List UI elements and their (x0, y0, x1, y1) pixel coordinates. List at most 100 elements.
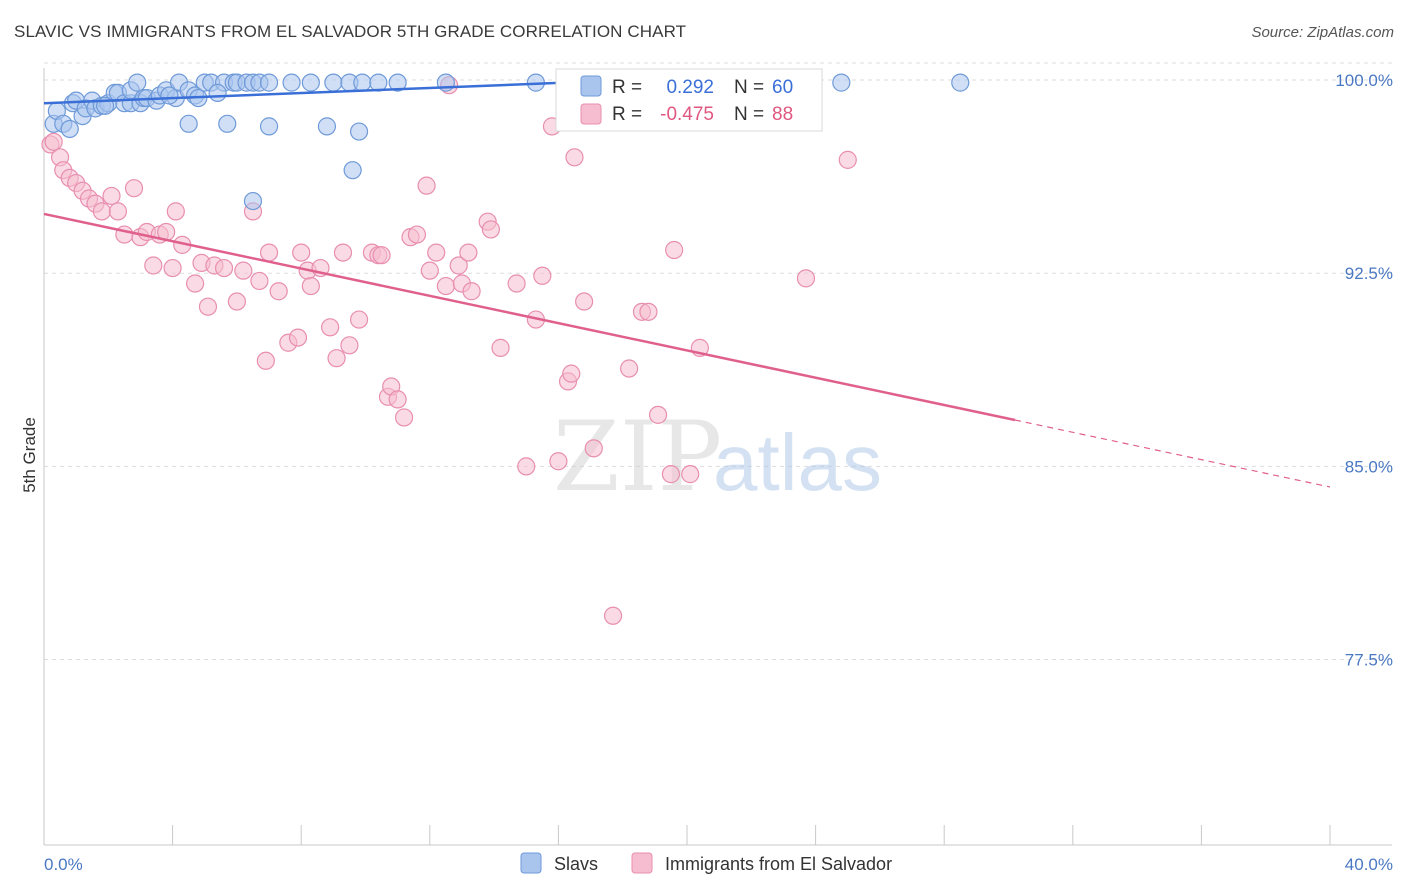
salvador-trend-line (43, 212, 1016, 422)
salvador-trend-line-extension (1014, 419, 1331, 488)
salvador-point-42 (333, 243, 353, 262)
slavs-point-53 (349, 122, 369, 141)
slavs-point-38 (301, 73, 320, 92)
blue-points (44, 73, 970, 211)
salvador-point-83 (681, 465, 700, 484)
slavs-point-58 (160, 86, 179, 105)
salvador-point-40 (321, 318, 340, 337)
bottom-legend-swatch-slavs (520, 852, 542, 874)
salvador-point-51 (394, 408, 414, 427)
trend-lines (43, 81, 1331, 488)
slavs-point-51 (259, 117, 279, 136)
salvador-point-72 (562, 364, 581, 383)
salvador-point-38 (301, 276, 320, 296)
y-tick-labels: 100.0% 92.5% 85.0% 77.5% (1335, 71, 1393, 670)
bottom-legend-label-salvador: Immigrants from El Salvador (665, 854, 892, 874)
legend-swatch-pink (580, 103, 602, 125)
salvador-point-81 (661, 465, 681, 484)
salvador-point-75 (584, 439, 603, 458)
slavs-point-48 (951, 73, 970, 92)
legend-r-label-1: R = (612, 77, 642, 98)
salvador-point-28 (234, 261, 253, 280)
pink-points (41, 76, 857, 625)
legend-box: R = 0.292 N = 60 R = -0.475 N = 88 (555, 68, 823, 132)
slavs-trend-line (43, 81, 565, 105)
salvador-point-33 (269, 282, 288, 301)
bottom-legend-label-slavs: Slavs (554, 854, 598, 874)
legend-r-label-2: R = (612, 104, 642, 125)
slavs-point-39 (324, 73, 343, 92)
salvador-point-70 (549, 452, 568, 471)
watermark-atlas: atlas (713, 418, 882, 507)
salvador-point-74 (575, 292, 594, 311)
salvador-point-50 (388, 390, 407, 409)
legend-n-value-1: 60 (772, 77, 793, 98)
slavs-point-50 (218, 114, 237, 133)
salvador-point-54 (417, 176, 436, 195)
salvador-point-66 (517, 457, 536, 476)
salvador-point-64 (491, 338, 510, 357)
slavs-point-41 (353, 73, 372, 92)
legend-n-label-2: N = (734, 104, 764, 125)
salvador-point-22 (186, 274, 205, 293)
salvador-point-53 (407, 225, 427, 244)
salvador-point-1 (44, 132, 63, 151)
slavs-point-54 (343, 161, 362, 180)
x-tick-label-0: 0.0% (44, 855, 83, 874)
x-tick-labels: 0.0% 40.0% (44, 855, 1393, 874)
gridlines (44, 62, 1392, 661)
salvador-point-80 (648, 405, 668, 424)
y-tick-label-3: 77.5% (1345, 651, 1393, 670)
salvador-point-68 (533, 266, 552, 285)
salvador-point-27 (227, 292, 246, 311)
watermark: ZIP atlas (553, 401, 882, 513)
salvador-point-36 (292, 243, 311, 262)
slavs-point-56 (128, 73, 147, 92)
salvador-point-9 (92, 202, 111, 221)
slavs-point-47 (832, 73, 851, 92)
chart-source: Source: ZipAtlas.com (1251, 24, 1394, 41)
salvador-point-32 (259, 243, 279, 262)
salvador-point-23 (198, 297, 218, 316)
salvador-point-86 (838, 150, 857, 169)
salvador-point-63 (481, 220, 500, 239)
legend-r-value-2: -0.475 (660, 104, 714, 125)
slavs-point-3 (60, 119, 79, 139)
legend-n-label-1: N = (734, 77, 764, 98)
slavs-point-37 (282, 73, 301, 92)
slavs-point-36 (259, 73, 279, 92)
salvador-point-35 (288, 328, 308, 347)
salvador-point-82 (665, 240, 684, 260)
salvador-point-41 (327, 349, 346, 368)
salvador-point-47 (372, 246, 391, 265)
salvador-point-73 (565, 148, 584, 167)
salvador-point-13 (124, 179, 144, 198)
salvador-point-58 (449, 256, 468, 275)
chart-title: SLAVIC VS IMMIGRANTS FROM EL SALVADOR 5T… (14, 22, 687, 41)
bottom-legend: Slavs Immigrants from El Salvador (520, 852, 892, 874)
salvador-point-85 (796, 269, 816, 288)
y-tick-label-0: 100.0% (1335, 71, 1393, 90)
salvador-point-44 (349, 310, 369, 329)
salvador-point-43 (340, 336, 359, 355)
slavs-point-52 (317, 117, 337, 136)
salvador-point-26 (214, 258, 234, 278)
salvador-point-56 (427, 243, 446, 262)
x-tick-label-1: 40.0% (1345, 855, 1393, 874)
salvador-point-30 (250, 271, 269, 291)
salvador-point-65 (507, 274, 526, 293)
slavs-point-59 (208, 83, 227, 103)
salvador-point-11 (108, 202, 128, 221)
slavs-point-43 (388, 73, 407, 92)
y-axis-label: 5th Grade (20, 417, 39, 493)
salvador-point-55 (420, 261, 439, 280)
watermark-zip: ZIP (553, 401, 722, 513)
salvador-point-76 (603, 606, 623, 625)
salvador-point-57 (436, 276, 455, 296)
salvador-point-60 (459, 243, 478, 262)
bottom-legend-swatch-salvador (631, 852, 653, 874)
y-tick-label-1: 92.5% (1345, 264, 1393, 283)
slavs-point-55 (243, 191, 263, 211)
salvador-point-20 (166, 202, 185, 221)
